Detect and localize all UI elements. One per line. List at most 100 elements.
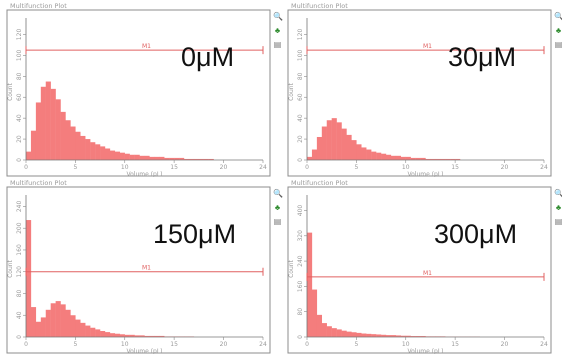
gate-m1-label: M1 bbox=[142, 265, 151, 272]
histogram-bar bbox=[66, 120, 71, 160]
y-tick-label: 240 bbox=[16, 201, 23, 213]
histogram-bar bbox=[51, 89, 56, 160]
histogram-bar bbox=[90, 328, 95, 337]
histogram-bar bbox=[317, 137, 322, 160]
x-tick-label: 0 bbox=[305, 341, 309, 348]
histogram-bar bbox=[351, 140, 356, 160]
histogram-bar bbox=[95, 144, 100, 160]
histogram-bar bbox=[149, 157, 154, 160]
window-title: Multifunction Plot bbox=[10, 2, 67, 10]
x-tick-label: 5 bbox=[73, 341, 77, 348]
histogram-bar bbox=[75, 320, 80, 337]
histogram-bar bbox=[31, 131, 36, 160]
y-axis-title: Count bbox=[7, 82, 14, 100]
concentration-label: 150μM bbox=[153, 221, 236, 248]
histogram-bar bbox=[51, 303, 56, 337]
x-tick-label: 15 bbox=[170, 164, 178, 171]
y-tick-label: 120 bbox=[16, 266, 23, 278]
histogram-bar bbox=[347, 135, 352, 160]
histogram-bar bbox=[110, 151, 115, 160]
histogram-bar bbox=[56, 99, 61, 160]
histogram-bar bbox=[371, 152, 376, 160]
histogram-bar bbox=[120, 334, 125, 337]
x-tick-label: 15 bbox=[170, 341, 178, 348]
y-tick-label: 80 bbox=[16, 289, 23, 297]
histogram-bar bbox=[105, 332, 110, 337]
x-tick-label: 10 bbox=[402, 341, 410, 348]
copy-icon[interactable]: ▤ bbox=[554, 40, 562, 49]
histogram-bar bbox=[351, 332, 356, 337]
y-tick-label: 200 bbox=[16, 222, 23, 234]
color-palette-icon[interactable]: ♣ bbox=[554, 26, 562, 35]
histogram-bar bbox=[90, 142, 95, 160]
x-tick-label: 15 bbox=[451, 341, 459, 348]
x-tick-label: 10 bbox=[121, 164, 129, 171]
histogram-bar bbox=[332, 328, 337, 337]
histogram-bar bbox=[46, 310, 51, 337]
histogram-bar bbox=[36, 322, 41, 337]
histogram-bar bbox=[366, 334, 371, 337]
histogram-bar bbox=[80, 136, 85, 160]
y-tick-label: 0 bbox=[16, 335, 23, 339]
y-tick-label: 80 bbox=[297, 308, 304, 316]
histogram-bar bbox=[135, 155, 140, 160]
histogram-bar bbox=[327, 120, 332, 160]
histogram-bar bbox=[26, 220, 31, 337]
y-tick-label: 120 bbox=[16, 29, 23, 41]
x-tick-label: 5 bbox=[73, 164, 77, 171]
histogram-bar bbox=[342, 129, 347, 160]
histogram-bar bbox=[327, 326, 332, 337]
histogram-bar bbox=[80, 323, 85, 337]
histogram-bar bbox=[36, 102, 41, 160]
x-tick-label: 24 bbox=[540, 164, 548, 171]
x-tick-label: 5 bbox=[354, 341, 358, 348]
histogram-bar bbox=[317, 315, 322, 337]
x-tick-label: 24 bbox=[259, 341, 267, 348]
histogram-bar bbox=[356, 333, 361, 337]
y-tick-label: 320 bbox=[297, 230, 304, 242]
histogram-bar bbox=[120, 153, 125, 160]
x-tick-label: 0 bbox=[305, 164, 309, 171]
x-tick-label: 0 bbox=[24, 164, 28, 171]
x-tick-label: 20 bbox=[501, 164, 509, 171]
histogram-bar bbox=[61, 112, 66, 160]
histogram-bar bbox=[376, 153, 381, 160]
zoom-icon[interactable]: 🔍 bbox=[554, 12, 562, 21]
window-title: Multifunction Plot bbox=[10, 179, 67, 187]
gate-m1-label: M1 bbox=[423, 270, 432, 277]
x-tick-label: 10 bbox=[402, 164, 410, 171]
histogram-bar bbox=[381, 154, 386, 160]
y-tick-label: 40 bbox=[16, 114, 23, 122]
x-tick-label: 20 bbox=[220, 341, 228, 348]
histogram-bar bbox=[66, 310, 71, 337]
y-tick-label: 400 bbox=[297, 205, 304, 217]
histogram-bar bbox=[41, 317, 46, 337]
y-tick-label: 20 bbox=[16, 135, 23, 143]
y-tick-label: 60 bbox=[297, 93, 304, 101]
histogram-bar bbox=[115, 334, 120, 337]
histogram-bar bbox=[391, 156, 396, 160]
histogram-bar bbox=[31, 307, 36, 337]
x-tick-label: 15 bbox=[451, 164, 459, 171]
histogram-bar bbox=[337, 122, 342, 160]
y-tick-label: 0 bbox=[297, 335, 304, 339]
histogram-bar bbox=[361, 147, 366, 160]
histogram-bar bbox=[85, 326, 90, 337]
histogram-bar bbox=[110, 333, 115, 337]
y-tick-label: 0 bbox=[297, 158, 304, 162]
histogram-bar bbox=[307, 157, 312, 160]
histogram-bar bbox=[46, 82, 51, 160]
copy-icon[interactable]: ▤ bbox=[554, 217, 562, 226]
histogram-bar bbox=[307, 233, 312, 337]
zoom-icon[interactable]: 🔍 bbox=[554, 189, 562, 198]
histogram-bar bbox=[26, 152, 31, 160]
color-palette-icon[interactable]: ♣ bbox=[554, 203, 562, 212]
window-title: Multifunction Plot bbox=[291, 179, 348, 187]
y-tick-label: 160 bbox=[297, 280, 304, 292]
histogram-bar bbox=[371, 334, 376, 337]
histogram-bar bbox=[70, 315, 75, 337]
